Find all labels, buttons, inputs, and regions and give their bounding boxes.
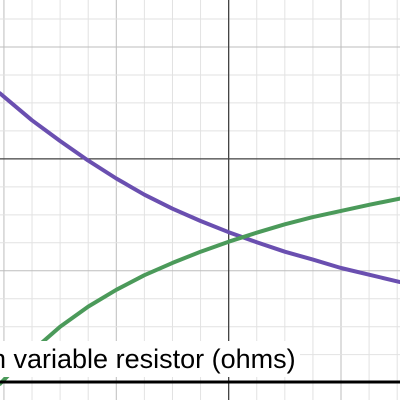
x-axis-title: n variable resistor (ohms) [0,341,300,377]
series-line-1 [0,91,400,284]
series-lines [0,91,400,386]
x-axis-title-container: n variable resistor (ohms) [0,341,400,379]
series-line-2 [0,196,400,386]
